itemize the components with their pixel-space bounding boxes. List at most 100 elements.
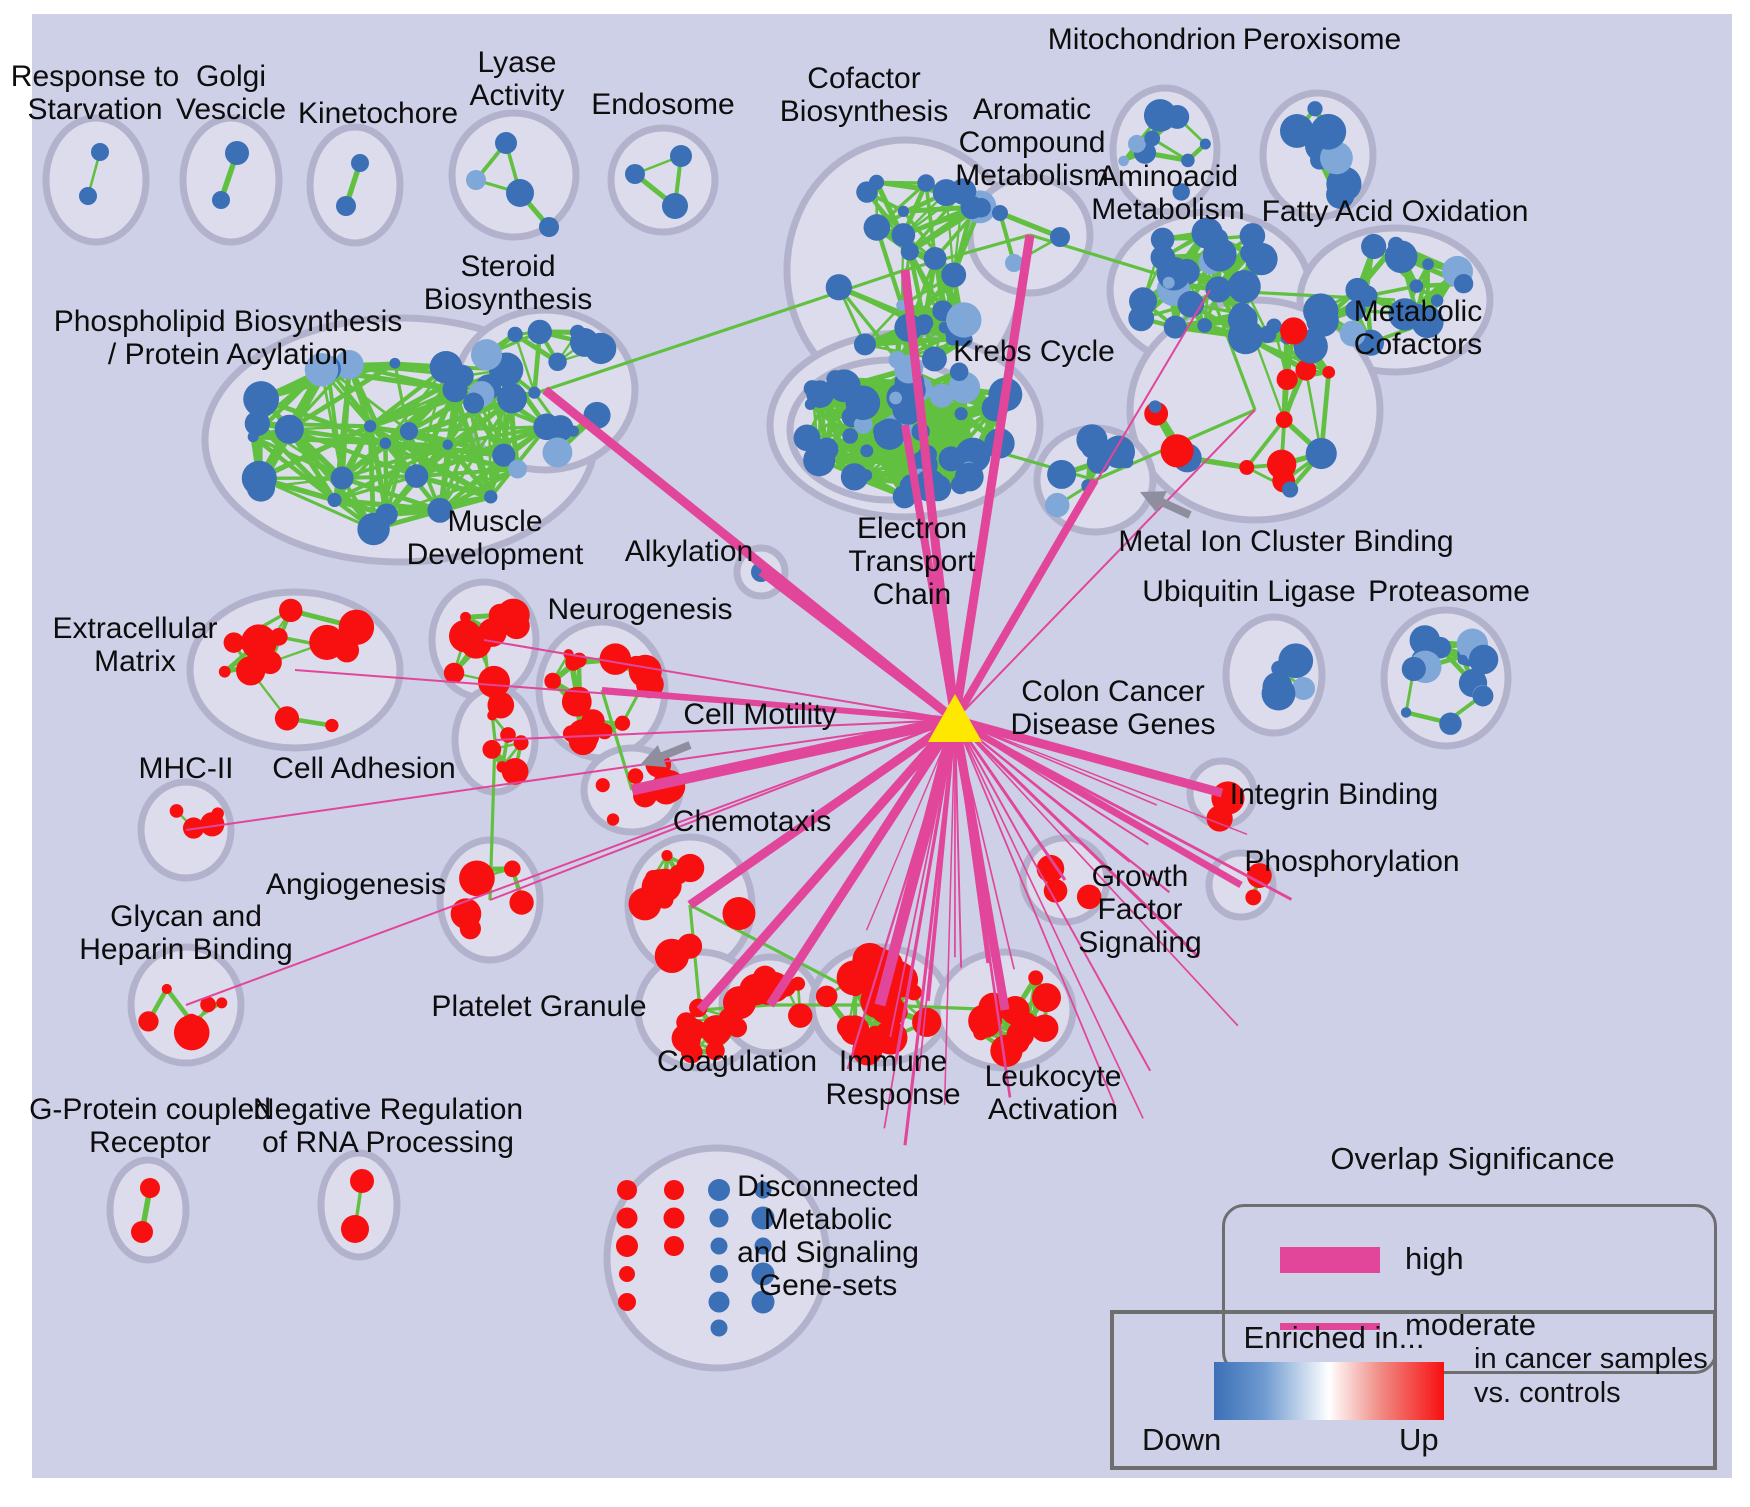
cluster-label-negative-regulation-rna: Negative Regulation of RNA Processing xyxy=(253,1093,523,1159)
gene-set-node xyxy=(1292,677,1315,700)
gene-set-node xyxy=(275,415,304,444)
gene-set-node xyxy=(528,320,552,344)
gene-set-node xyxy=(170,804,184,818)
gene-set-node xyxy=(258,651,281,674)
gene-set-node xyxy=(1231,303,1253,325)
gene-set-node xyxy=(664,1208,685,1229)
gene-set-node xyxy=(670,145,692,167)
gene-set-node xyxy=(973,1026,988,1041)
gene-set-node xyxy=(444,663,464,683)
gene-set-node xyxy=(1045,493,1069,517)
gene-set-node xyxy=(1306,438,1337,469)
cluster-label-g-protein-coupled-receptor: G-Protein coupled Receptor xyxy=(29,1093,271,1159)
gene-set-node xyxy=(1310,114,1346,150)
gene-set-node xyxy=(514,735,529,750)
enrichment-legend: Enriched in... Down Up in cancer samples… xyxy=(1110,1310,1717,1470)
cluster-label-extracellular-matrix: Extracellular Matrix xyxy=(52,612,217,678)
gene-set-node xyxy=(656,942,684,970)
gene-set-node xyxy=(515,894,530,909)
cluster-label-golgi-vescicle: Golgi Vescicle xyxy=(176,60,286,126)
gene-set-node xyxy=(867,1026,882,1041)
cluster-label-angiogenesis: Angiogenesis xyxy=(266,868,446,901)
gene-set-node xyxy=(873,422,892,441)
gene-set-node xyxy=(841,463,868,490)
gene-set-node xyxy=(860,444,873,457)
gene-set-node xyxy=(400,422,418,440)
cluster-label-cell-motility: Cell Motility xyxy=(683,698,836,731)
gene-set-node xyxy=(528,387,540,399)
gene-set-node xyxy=(131,1221,153,1243)
gene-set-node xyxy=(1239,460,1254,475)
gene-set-node xyxy=(327,493,341,507)
gene-set-node xyxy=(1303,293,1338,328)
gene-set-node xyxy=(339,610,374,645)
gene-set-node xyxy=(1439,712,1461,734)
cluster-label-neurogenesis: Neurogenesis xyxy=(547,593,732,626)
gene-set-node xyxy=(664,1236,684,1256)
gene-set-node xyxy=(1144,130,1160,146)
gene-set-node xyxy=(507,327,522,342)
gene-set-node xyxy=(1401,707,1411,717)
cluster-label-leukocyte-activation: Leukocyte Activation xyxy=(985,1060,1122,1126)
gene-set-node xyxy=(463,393,484,414)
gene-set-node xyxy=(992,205,1008,221)
gene-set-node xyxy=(279,599,302,622)
gene-set-node xyxy=(1262,672,1292,702)
gene-set-node xyxy=(482,740,501,759)
gene-set-node xyxy=(497,384,527,414)
gene-set-node xyxy=(242,461,277,496)
gene-set-node xyxy=(912,1008,941,1037)
gene-set-node xyxy=(212,807,224,819)
gene-set-node xyxy=(1388,237,1404,253)
gene-set-node xyxy=(1276,411,1293,428)
enrichment-side-label: in cancer samples vs. controls xyxy=(1474,1342,1709,1410)
gene-set-node xyxy=(91,143,109,161)
gene-set-node xyxy=(619,1266,635,1282)
gene-set-node xyxy=(162,984,172,994)
gene-set-node xyxy=(570,328,599,357)
gene-set-node xyxy=(889,392,902,405)
cluster-label-alkylation: Alkylation xyxy=(625,535,753,568)
gene-set-node xyxy=(380,438,391,449)
gene-set-node xyxy=(484,490,497,503)
gene-set-node xyxy=(1282,481,1298,497)
gene-set-node xyxy=(1249,336,1262,349)
gene-set-node xyxy=(753,966,778,991)
gene-set-node xyxy=(504,861,521,878)
gene-set-node xyxy=(495,132,517,154)
network-figure: Response to Starvation Golgi Vescicle Kine… xyxy=(0,0,1750,1507)
gene-set-node xyxy=(1278,643,1313,678)
gene-set-node xyxy=(336,196,356,216)
gene-set-node xyxy=(496,761,508,773)
gene-set-node xyxy=(1163,277,1175,289)
gene-set-node xyxy=(788,1003,812,1027)
gene-set-node xyxy=(1280,317,1307,344)
cluster-label-lyase-activity: Lyase Activity xyxy=(469,46,564,112)
gene-set-node xyxy=(955,407,968,420)
gene-set-node xyxy=(405,464,429,488)
gene-set-node xyxy=(138,1011,158,1031)
gene-set-node xyxy=(1266,318,1281,333)
cluster-label-cofactor-biosynthesis: Cofactor Biosynthesis xyxy=(780,62,948,128)
cluster-label-cell-adhesion: Cell Adhesion xyxy=(272,752,455,785)
gene-set-node xyxy=(1197,318,1212,333)
gene-set-node xyxy=(443,439,453,449)
gene-set-node xyxy=(460,612,471,623)
gene-set-node xyxy=(804,380,821,397)
gene-set-node xyxy=(248,431,259,442)
gene-set-node xyxy=(922,347,947,372)
gene-set-node xyxy=(1267,450,1296,479)
cluster-label-mitochondrion: Mitochondrion xyxy=(1048,23,1236,56)
gene-set-node xyxy=(216,997,227,1008)
gene-set-node xyxy=(1177,291,1204,318)
cluster-label-immune-response: Immune Response xyxy=(825,1045,960,1111)
gene-set-node xyxy=(243,381,279,417)
gene-set-node xyxy=(325,719,338,732)
gene-set-node xyxy=(1160,434,1193,467)
gene-set-node xyxy=(1165,105,1189,129)
cluster-label-coagulation: Coagulation xyxy=(657,1045,817,1078)
cluster-label-glycan-heparin-binding: Glycan and Heparin Binding xyxy=(79,900,292,966)
gene-set-node xyxy=(212,191,230,209)
cluster-label-response-to-starvation: Response to Starvation xyxy=(11,60,179,126)
gene-set-node xyxy=(1076,424,1107,455)
